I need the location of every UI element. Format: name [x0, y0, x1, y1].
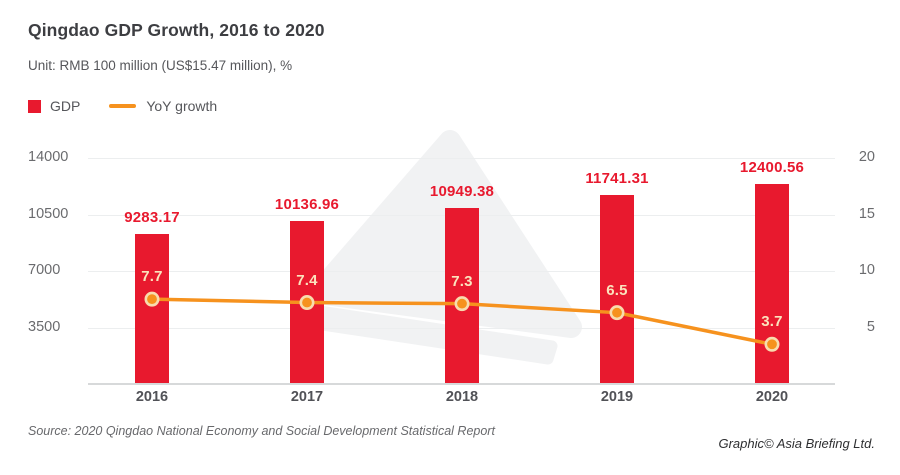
- gdp-bar: [755, 184, 789, 384]
- left-axis-tick-label: 7000: [28, 262, 61, 279]
- left-axis-tick-label: 14000: [28, 149, 69, 166]
- x-axis-year-label: 2018: [445, 389, 479, 405]
- gdp-bar: [290, 220, 324, 384]
- gdp-legend-label: GDP: [50, 98, 81, 114]
- yoy-value-label: 7.4: [296, 271, 318, 289]
- left-axis-tick-label: 3500: [28, 318, 61, 335]
- gdp-legend-swatch-icon: [28, 99, 41, 113]
- right-axis-tick-label: 20: [858, 149, 875, 166]
- gdp-value-label: 10136.96: [274, 195, 340, 213]
- gdp-value-label: 10949.38: [429, 182, 495, 200]
- yoy-legend-line-icon: [109, 104, 137, 108]
- gdp-bar: [600, 194, 634, 384]
- yoy-value-label: 3.7: [761, 313, 783, 331]
- gdp-value-label: 11741.31: [585, 169, 649, 187]
- x-axis-line: [88, 383, 835, 385]
- yoy-value-label: 7.3: [451, 272, 473, 290]
- right-axis-tick-label: 5: [866, 318, 875, 335]
- gdp-bar: [445, 207, 479, 384]
- legend: GDP YoY growth: [28, 97, 217, 115]
- source-note: Source: 2020 Qingdao National Economy an…: [28, 424, 495, 438]
- gdp-bar: [135, 234, 169, 384]
- yoy-value-label: 7.7: [141, 268, 163, 286]
- gdp-value-label: 9283.17: [124, 209, 180, 227]
- right-axis-tick-label: 15: [858, 205, 875, 222]
- x-axis-year-label: 2017: [290, 389, 324, 405]
- page-title: Qingdao GDP Growth, 2016 to 2020: [28, 20, 325, 40]
- unit-note: Unit: RMB 100 million (US$15.47 million)…: [28, 58, 293, 73]
- yoy-value-label: 6.5: [606, 281, 628, 299]
- left-axis-tick-label: 10500: [28, 205, 69, 222]
- right-axis-tick-label: 10: [858, 262, 875, 279]
- yoy-legend-label: YoY growth: [146, 98, 218, 114]
- credit-note: Graphic© Asia Briefing Ltd.: [718, 436, 875, 451]
- x-axis-year-label: 2016: [135, 389, 169, 405]
- x-axis-year-label: 2020: [755, 389, 789, 405]
- x-axis-year-label: 2019: [600, 389, 634, 405]
- gdp-value-label: 12400.56: [739, 159, 805, 177]
